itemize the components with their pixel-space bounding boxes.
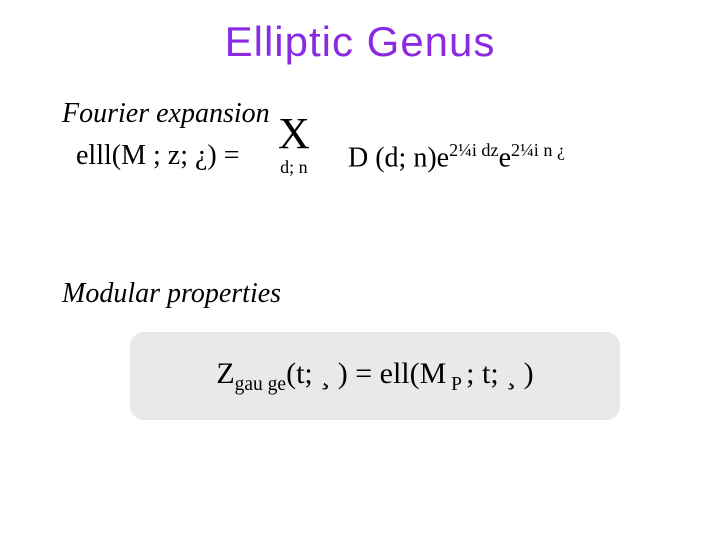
z-symbol: Z <box>216 357 234 390</box>
formula2: Zgau ge(t; ¸ ) = ell(M P ; t; ¸ ) <box>216 357 533 396</box>
exp1: 2¼i dz <box>449 140 499 160</box>
sum-subscript: d; n <box>280 157 308 178</box>
f2-tail: ; t; ¸ ) <box>466 357 534 390</box>
formula1-rhs: D (d; n)e2¼i dze2¼i n ¿ <box>348 140 565 174</box>
p-subscript: P <box>446 374 466 395</box>
rhs-mid: e <box>499 142 511 173</box>
fourier-expansion-label: Fourier expansion <box>62 98 270 130</box>
formula-box: Zgau ge(t; ¸ ) = ell(M P ; t; ¸ ) <box>130 332 620 420</box>
sum-symbol: X <box>278 109 310 158</box>
section2-text: Modular properties <box>62 278 281 309</box>
formula1-lhs: elll(M ; z; ¿) = <box>76 140 240 172</box>
slide: Elliptic Genus Fourier expansion elll(M … <box>0 0 720 540</box>
f2-args: (t; ¸ ) = ell(M <box>286 357 446 390</box>
z-subscript: gau ge <box>235 374 286 395</box>
title-text: Elliptic Genus <box>225 18 496 65</box>
slide-title: Elliptic Genus <box>0 0 720 66</box>
modular-properties-label: Modular properties <box>62 278 281 310</box>
formula1-lhs-text: elll(M ; z; ¿) = <box>76 140 240 171</box>
exp2: 2¼i n ¿ <box>511 140 565 160</box>
rhs-pre: D (d; n)e <box>348 142 449 173</box>
formula1-sum: X d; n <box>278 112 310 156</box>
section1-text: Fourier expansion <box>62 98 270 129</box>
